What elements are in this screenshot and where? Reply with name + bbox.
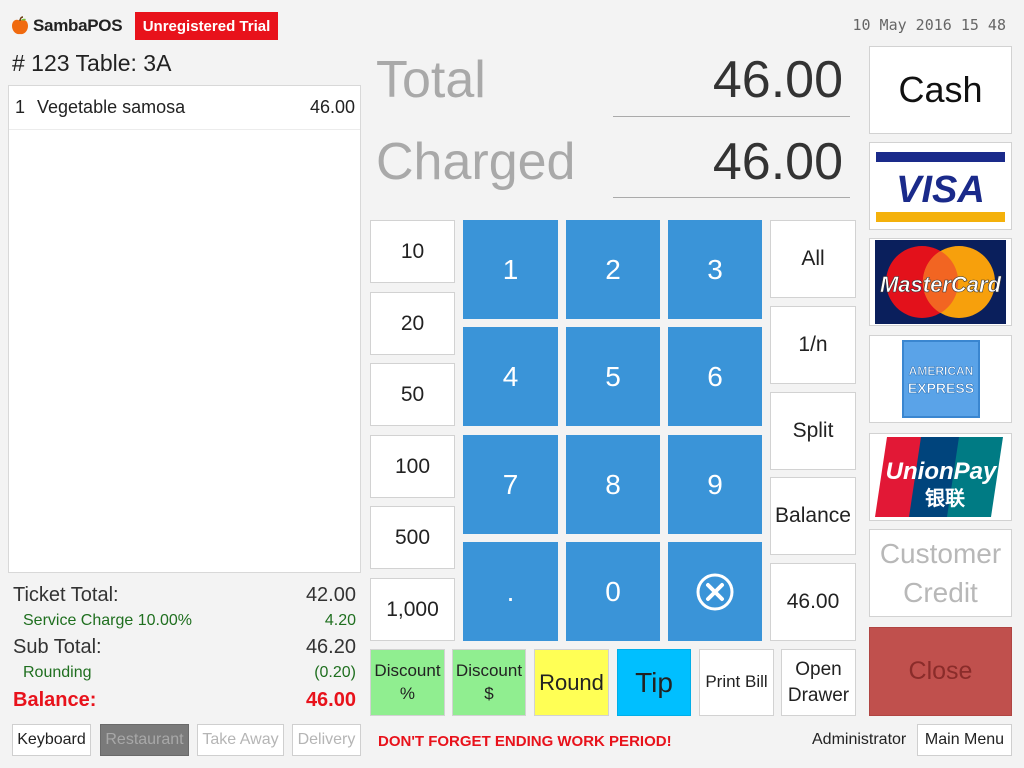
balance-value: 46.00 — [305, 688, 356, 711]
total-divider — [613, 116, 850, 117]
keypad-2[interactable]: 2 — [566, 220, 660, 319]
american-express-logo-icon: AMERICAN EXPRESS — [901, 340, 980, 418]
subtotal-row: Sub Total: 46.20 — [13, 634, 356, 660]
visa-logo-icon: VISA — [873, 146, 1008, 226]
visa-payment-button[interactable]: VISA — [869, 142, 1012, 230]
discount-amount-line1: Discount — [455, 660, 523, 680]
user-name: Administrator — [812, 731, 907, 748]
unionpay-text: UnionPay — [886, 458, 998, 485]
amex-payment-button[interactable]: AMERICAN EXPRESS — [869, 335, 1012, 423]
sambapos-logo: SambaPOS — [10, 12, 123, 40]
keypad-0[interactable]: 0 — [566, 542, 660, 641]
keypad-clear[interactable] — [668, 542, 762, 641]
split-button[interactable]: Split — [770, 392, 856, 470]
customer-credit-line2: Credit — [903, 577, 978, 608]
total-label: Total — [376, 51, 486, 109]
order-item-name: Vegetable samosa — [37, 97, 186, 117]
rounding-label: Rounding — [23, 664, 92, 681]
ticket-title: # 123 Table: 3A — [12, 50, 172, 76]
all-button[interactable]: All — [770, 220, 856, 298]
keypad-6[interactable]: 6 — [668, 327, 762, 426]
keypad-3[interactable]: 3 — [668, 220, 762, 319]
unionpay-logo-icon: UnionPay 银联 — [875, 437, 1003, 517]
brand-name: SambaPOS — [33, 16, 123, 35]
mastercard-logo-icon: MasterCard — [875, 240, 1006, 324]
amex-line2: EXPRESS — [907, 380, 973, 396]
work-period-warning: DON'T FORGET ENDING WORK PERIOD! — [378, 733, 672, 750]
customer-credit-line1: Customer — [879, 537, 1002, 569]
subtotal-label: Sub Total: — [13, 635, 102, 658]
balance-label: Balance: — [13, 688, 97, 711]
open-drawer-line2: Drawer — [787, 684, 850, 706]
charged-label: Charged — [376, 133, 576, 191]
mastercard-payment-button[interactable]: MasterCard — [869, 238, 1012, 326]
apple-logo-icon — [12, 16, 28, 35]
cash-payment-button[interactable]: Cash — [869, 46, 1012, 134]
quick-amount-100[interactable]: 100 — [370, 435, 455, 498]
keypad-5[interactable]: 5 — [566, 327, 660, 426]
amex-line1: AMERICAN — [908, 364, 973, 378]
clear-x-circle-icon — [696, 573, 734, 610]
quick-amount-20[interactable]: 20 — [370, 292, 455, 355]
ticket-totals: Ticket Total: 42.00 Service Charge 10.00… — [13, 582, 356, 714]
keyboard-button[interactable]: Keyboard — [12, 724, 91, 756]
keypad-9[interactable]: 9 — [668, 435, 762, 534]
order-qty: 1 — [15, 97, 26, 117]
unionpay-chinese-text: 银联 — [925, 486, 965, 510]
ticket-total-row: Ticket Total: 42.00 — [13, 582, 356, 608]
amount-button[interactable]: 46.00 — [770, 563, 856, 641]
charged-divider — [613, 197, 850, 198]
ticket-total-value: 42.00 — [305, 583, 356, 606]
trial-badge: Unregistered Trial — [135, 12, 278, 40]
close-button[interactable]: Close — [869, 627, 1012, 716]
order-line[interactable]: 1 Vegetable samosa 46.00 — [9, 86, 360, 130]
mastercard-text: MasterCard — [880, 272, 1002, 297]
keypad-7[interactable]: 7 — [463, 435, 558, 534]
tip-button[interactable]: Tip — [617, 649, 691, 716]
ticket-total-label: Ticket Total: — [13, 583, 119, 606]
visa-text: VISA — [896, 169, 985, 211]
rounding-value: (0.20) — [314, 664, 356, 681]
restaurant-button[interactable]: Restaurant — [100, 724, 189, 756]
keypad-4[interactable]: 4 — [463, 327, 558, 426]
datetime-display: 10 May 2016 15 48 — [852, 16, 1006, 34]
subtotal-value: 46.20 — [305, 635, 356, 658]
discount-amount-button[interactable]: Discount $ — [452, 649, 526, 716]
quick-amount-500[interactable]: 500 — [370, 506, 455, 569]
divide-n-button[interactable]: 1/n — [770, 306, 856, 384]
rounding-row: Rounding (0.20) — [13, 660, 356, 686]
discount-percent-line1: Discount — [374, 660, 441, 680]
service-charge-row: Service Charge 10.00% 4.20 — [13, 608, 356, 634]
discount-percent-button[interactable]: Discount% — [370, 649, 445, 716]
customer-credit-button[interactable]: Customer Credit — [869, 529, 1012, 617]
order-line-description: 1 Vegetable samosa — [15, 97, 185, 118]
keypad-decimal[interactable]: . — [463, 542, 558, 641]
quick-amount-10[interactable]: 10 — [370, 220, 455, 283]
balance-button[interactable]: Balance — [770, 477, 856, 555]
open-drawer-line1: Open — [795, 658, 842, 680]
take-away-button[interactable]: Take Away — [197, 724, 284, 756]
delivery-button[interactable]: Delivery — [292, 724, 361, 756]
main-menu-button[interactable]: Main Menu — [917, 724, 1012, 756]
service-charge-value: 4.20 — [324, 612, 356, 629]
order-list[interactable]: 1 Vegetable samosa 46.00 — [8, 85, 361, 573]
discount-percent-line2: % — [399, 683, 416, 703]
order-price: 46.00 — [309, 97, 355, 117]
quick-amount-1000[interactable]: 1,000 — [370, 578, 455, 641]
keypad-1[interactable]: 1 — [463, 220, 558, 319]
keypad-8[interactable]: 8 — [566, 435, 660, 534]
discount-amount-line2: $ — [484, 683, 494, 703]
round-button[interactable]: Round — [534, 649, 609, 716]
quick-amount-50[interactable]: 50 — [370, 363, 455, 426]
charged-value[interactable]: 46.00 — [712, 133, 843, 191]
open-drawer-button[interactable]: Open Drawer — [781, 649, 856, 716]
balance-row: Balance: 46.00 — [13, 686, 356, 714]
service-charge-label: Service Charge 10.00% — [23, 612, 192, 629]
total-value: 46.00 — [712, 51, 843, 109]
unionpay-payment-button[interactable]: UnionPay 银联 — [869, 433, 1012, 521]
print-bill-button[interactable]: Print Bill — [699, 649, 774, 716]
